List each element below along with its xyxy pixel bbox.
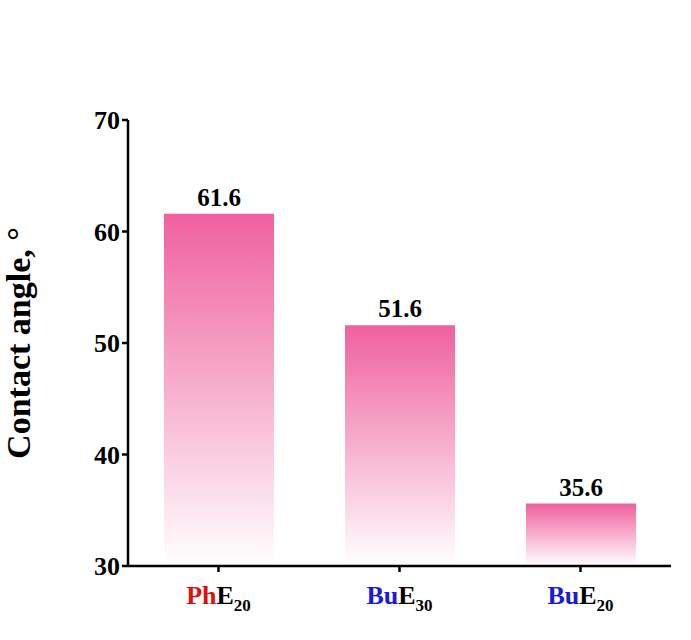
- svg-text:50: 50: [94, 329, 120, 358]
- svg-text:BuE20: BuE20: [547, 581, 613, 615]
- svg-text:60: 60: [94, 218, 120, 247]
- svg-text:35.6: 35.6: [559, 474, 603, 501]
- svg-text:PhE20: PhE20: [186, 581, 251, 615]
- svg-text:40: 40: [94, 441, 120, 470]
- svg-text:51.6: 51.6: [378, 295, 422, 322]
- svg-text:70: 70: [94, 106, 120, 135]
- svg-text:Contact angle, °: Contact angle, °: [0, 227, 37, 459]
- svg-text:61.6: 61.6: [197, 184, 241, 211]
- svg-text:BuE30: BuE30: [366, 581, 432, 615]
- svg-text:30: 30: [94, 552, 120, 581]
